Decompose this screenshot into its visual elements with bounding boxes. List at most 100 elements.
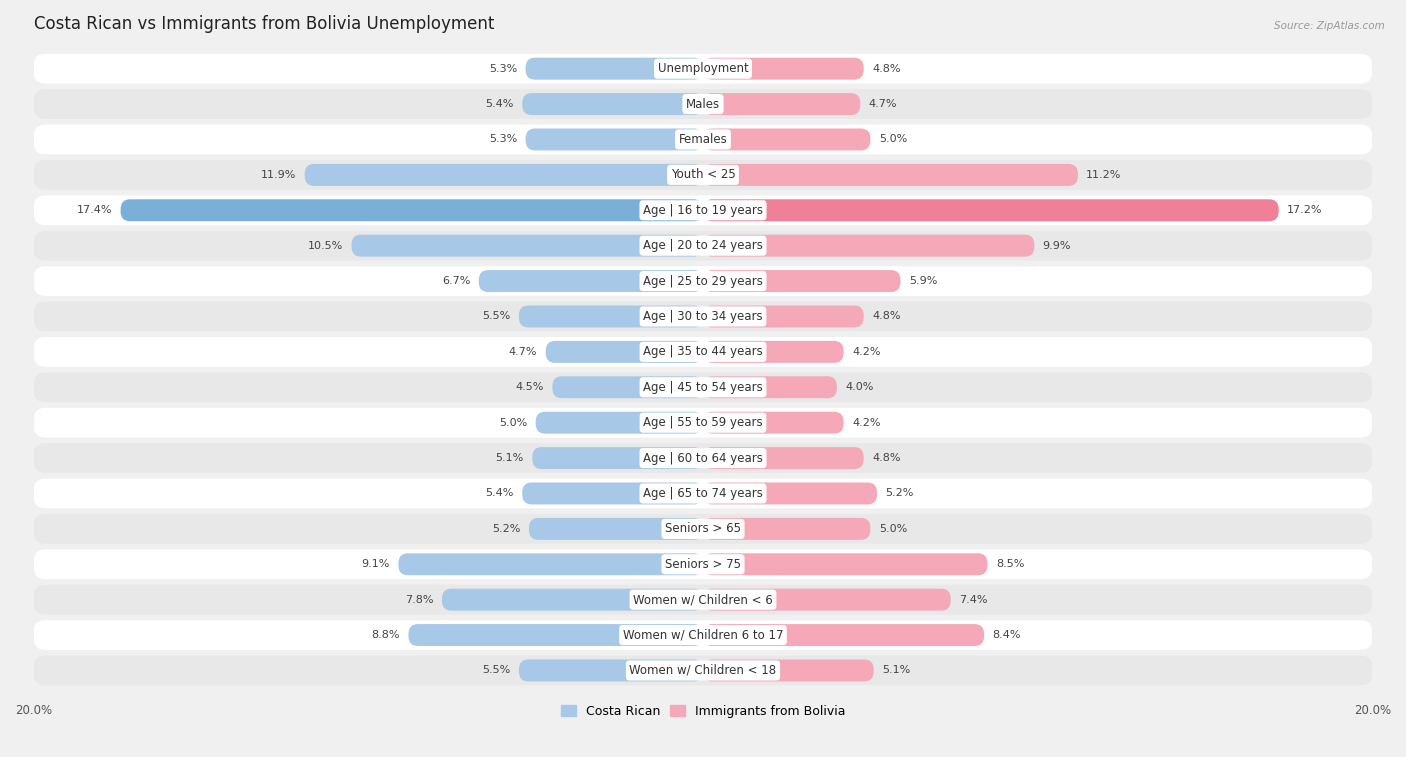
FancyBboxPatch shape (34, 656, 1372, 685)
FancyBboxPatch shape (34, 550, 1372, 579)
FancyBboxPatch shape (703, 412, 844, 434)
FancyBboxPatch shape (703, 376, 837, 398)
FancyBboxPatch shape (34, 195, 1372, 225)
FancyBboxPatch shape (34, 231, 1372, 260)
FancyBboxPatch shape (34, 585, 1372, 615)
Text: 17.4%: 17.4% (77, 205, 112, 215)
Text: Seniors > 65: Seniors > 65 (665, 522, 741, 535)
Text: 9.9%: 9.9% (1043, 241, 1071, 251)
Text: 5.3%: 5.3% (489, 135, 517, 145)
FancyBboxPatch shape (34, 443, 1372, 473)
Text: 5.4%: 5.4% (485, 488, 513, 498)
FancyBboxPatch shape (703, 447, 863, 469)
FancyBboxPatch shape (703, 58, 863, 79)
Text: Age | 25 to 29 years: Age | 25 to 29 years (643, 275, 763, 288)
Text: 8.5%: 8.5% (995, 559, 1024, 569)
Text: 5.0%: 5.0% (499, 418, 527, 428)
FancyBboxPatch shape (409, 624, 703, 646)
Text: 7.8%: 7.8% (405, 595, 433, 605)
FancyBboxPatch shape (546, 341, 703, 363)
Text: 4.2%: 4.2% (852, 418, 880, 428)
Text: Age | 16 to 19 years: Age | 16 to 19 years (643, 204, 763, 217)
Text: Age | 45 to 54 years: Age | 45 to 54 years (643, 381, 763, 394)
Text: Males: Males (686, 98, 720, 111)
FancyBboxPatch shape (703, 93, 860, 115)
FancyBboxPatch shape (34, 372, 1372, 402)
FancyBboxPatch shape (703, 518, 870, 540)
FancyBboxPatch shape (703, 199, 1278, 221)
Text: 17.2%: 17.2% (1286, 205, 1323, 215)
FancyBboxPatch shape (519, 659, 703, 681)
FancyBboxPatch shape (526, 58, 703, 79)
Text: 11.9%: 11.9% (262, 170, 297, 180)
FancyBboxPatch shape (533, 447, 703, 469)
Text: Age | 55 to 59 years: Age | 55 to 59 years (643, 416, 763, 429)
FancyBboxPatch shape (398, 553, 703, 575)
Text: 6.7%: 6.7% (441, 276, 471, 286)
FancyBboxPatch shape (703, 235, 1035, 257)
FancyBboxPatch shape (703, 341, 844, 363)
Text: Women w/ Children < 18: Women w/ Children < 18 (630, 664, 776, 677)
FancyBboxPatch shape (703, 270, 900, 292)
FancyBboxPatch shape (553, 376, 703, 398)
FancyBboxPatch shape (34, 478, 1372, 509)
FancyBboxPatch shape (34, 125, 1372, 154)
Text: 4.8%: 4.8% (872, 64, 900, 73)
FancyBboxPatch shape (522, 93, 703, 115)
Text: 5.0%: 5.0% (879, 135, 907, 145)
Text: 11.2%: 11.2% (1087, 170, 1122, 180)
Text: 5.2%: 5.2% (886, 488, 914, 498)
FancyBboxPatch shape (703, 306, 863, 328)
Text: 5.5%: 5.5% (482, 311, 510, 322)
Text: 5.2%: 5.2% (492, 524, 520, 534)
FancyBboxPatch shape (703, 482, 877, 504)
FancyBboxPatch shape (34, 514, 1372, 544)
FancyBboxPatch shape (478, 270, 703, 292)
Text: 5.9%: 5.9% (908, 276, 938, 286)
FancyBboxPatch shape (703, 129, 870, 151)
Text: 4.0%: 4.0% (845, 382, 873, 392)
FancyBboxPatch shape (536, 412, 703, 434)
Text: Youth < 25: Youth < 25 (671, 168, 735, 182)
Text: Age | 60 to 64 years: Age | 60 to 64 years (643, 452, 763, 465)
Text: Females: Females (679, 133, 727, 146)
Text: 4.2%: 4.2% (852, 347, 880, 357)
FancyBboxPatch shape (519, 306, 703, 328)
Text: 4.7%: 4.7% (869, 99, 897, 109)
FancyBboxPatch shape (34, 408, 1372, 438)
FancyBboxPatch shape (34, 266, 1372, 296)
Text: Women w/ Children 6 to 17: Women w/ Children 6 to 17 (623, 628, 783, 642)
Text: Age | 30 to 34 years: Age | 30 to 34 years (643, 310, 763, 323)
Text: 5.1%: 5.1% (882, 665, 910, 675)
Text: Seniors > 75: Seniors > 75 (665, 558, 741, 571)
Text: 8.4%: 8.4% (993, 630, 1021, 640)
Text: 5.3%: 5.3% (489, 64, 517, 73)
FancyBboxPatch shape (703, 589, 950, 611)
Text: 9.1%: 9.1% (361, 559, 389, 569)
Text: 4.7%: 4.7% (509, 347, 537, 357)
Legend: Costa Rican, Immigrants from Bolivia: Costa Rican, Immigrants from Bolivia (555, 700, 851, 723)
Text: Age | 35 to 44 years: Age | 35 to 44 years (643, 345, 763, 358)
Text: 5.0%: 5.0% (879, 524, 907, 534)
FancyBboxPatch shape (703, 164, 1078, 186)
FancyBboxPatch shape (34, 89, 1372, 119)
FancyBboxPatch shape (305, 164, 703, 186)
FancyBboxPatch shape (703, 624, 984, 646)
Text: Source: ZipAtlas.com: Source: ZipAtlas.com (1274, 21, 1385, 31)
FancyBboxPatch shape (34, 54, 1372, 83)
FancyBboxPatch shape (522, 482, 703, 504)
FancyBboxPatch shape (121, 199, 703, 221)
FancyBboxPatch shape (529, 518, 703, 540)
FancyBboxPatch shape (352, 235, 703, 257)
Text: Age | 65 to 74 years: Age | 65 to 74 years (643, 487, 763, 500)
Text: 7.4%: 7.4% (959, 595, 987, 605)
FancyBboxPatch shape (34, 337, 1372, 366)
FancyBboxPatch shape (703, 553, 987, 575)
Text: Age | 20 to 24 years: Age | 20 to 24 years (643, 239, 763, 252)
Text: 10.5%: 10.5% (308, 241, 343, 251)
Text: 4.8%: 4.8% (872, 453, 900, 463)
FancyBboxPatch shape (34, 620, 1372, 650)
FancyBboxPatch shape (441, 589, 703, 611)
Text: Women w/ Children < 6: Women w/ Children < 6 (633, 593, 773, 606)
Text: 5.5%: 5.5% (482, 665, 510, 675)
